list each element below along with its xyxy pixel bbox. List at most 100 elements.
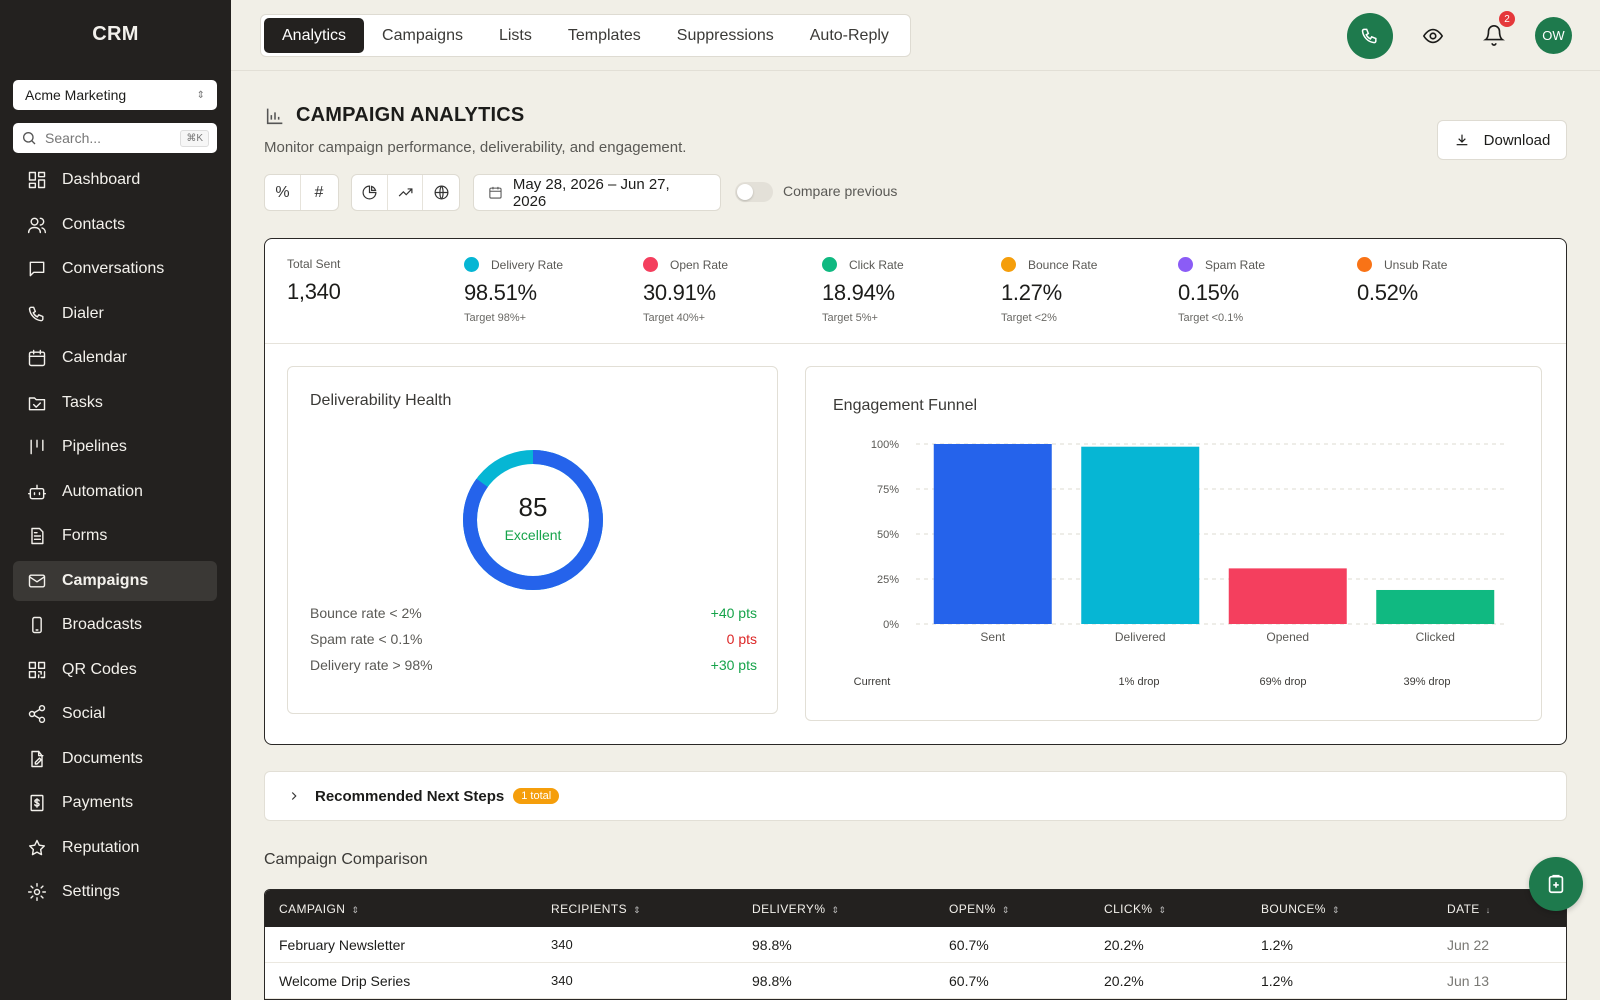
recommended-badge: 1 total	[513, 788, 560, 804]
kpi-color-dot	[464, 257, 479, 272]
column-header-open[interactable]: OPEN% ⇕	[949, 902, 1010, 916]
sidebar-item-label: Campaigns	[62, 571, 149, 589]
health-row: Delivery rate > 98% +30 pts	[310, 657, 757, 673]
column-header-delivery[interactable]: DELIVERY% ⇕	[752, 902, 839, 916]
table-cell: 98.8%	[752, 972, 792, 989]
pie-view-button[interactable]	[352, 175, 388, 210]
tab-auto-reply[interactable]: Auto-Reply	[809, 26, 889, 44]
clipboard-plus-icon	[1548, 874, 1564, 894]
table-cell: 340	[551, 937, 573, 952]
tab-lists[interactable]: Lists	[498, 26, 532, 44]
column-header-label: CAMPAIGN	[279, 901, 346, 916]
table-row[interactable]: Welcome Drip Series 340 98.8% 60.7% 20.2% 1.2…	[265, 963, 1566, 999]
x-tick-label: Opened	[1266, 630, 1309, 644]
percent-toggle[interactable]: %	[265, 175, 301, 210]
sidebar-item-documents[interactable]: Documents	[13, 739, 217, 779]
sort-icon: ⇕	[351, 904, 360, 915]
sort-icon: ⇕	[831, 904, 840, 915]
bell-icon	[1483, 25, 1505, 46]
sidebar-item-broadcasts[interactable]: Broadcasts	[13, 605, 217, 645]
sidebar-item-campaigns[interactable]: Campaigns	[13, 560, 217, 601]
sort-icon: ⇕	[1331, 904, 1340, 915]
table-row[interactable]: February Newsletter 340 98.8% 60.7% 20.2% 1.2…	[265, 927, 1566, 963]
trend-view-button[interactable]	[388, 175, 424, 210]
sidebar-item-label: Broadcasts	[62, 616, 143, 633]
column-header-click[interactable]: CLICK% ⇕	[1104, 902, 1166, 916]
kpi-color-dot	[1357, 257, 1372, 272]
clipboard-fab[interactable]	[1529, 857, 1583, 911]
download-label: Download	[1483, 131, 1551, 149]
sidebar-item-label: Payments	[62, 794, 134, 811]
sidebar-item-qr-codes[interactable]: QR Codes	[13, 650, 217, 690]
health-row: Bounce rate < 2% +40 pts	[310, 605, 757, 621]
column-header-label: DELIVERY%	[752, 901, 826, 916]
search-input[interactable]: Search... ⌘K	[13, 123, 217, 153]
preview-button[interactable]	[1419, 22, 1447, 50]
avatar[interactable]: OW	[1535, 17, 1572, 54]
sidebar-item-label: Contacts	[62, 215, 126, 233]
kpi-value: 1.27%	[1001, 280, 1062, 305]
sidebar-item-label: Settings	[62, 883, 120, 900]
tab-templates[interactable]: Templates	[567, 26, 641, 44]
sidebar-item-label: Reputation	[62, 838, 140, 856]
sidebar-item-pipelines[interactable]: Pipelines	[13, 427, 217, 467]
kpi-row: Total Sent 1,340 Delivery Rate 98.51% Target…	[265, 239, 1566, 344]
tab-bar: Analytics Campaigns Lists Templates Suppress…	[260, 14, 911, 57]
mail-icon	[27, 571, 47, 591]
column-header-recipients[interactable]: RECIPIENTS ⇕	[551, 902, 641, 916]
sidebar-item-label: Pipelines	[62, 438, 127, 455]
kpi-label: Total Sent	[287, 257, 341, 271]
sidebar-item-dashboard[interactable]: Dashboard	[13, 160, 217, 200]
sort-icon: ⇕	[1158, 904, 1167, 915]
tab-suppressions[interactable]: Suppressions	[676, 26, 774, 44]
sidebar-item-social[interactable]: Social	[13, 694, 217, 734]
kpi-label: Unsub Rate	[1357, 257, 1447, 272]
column-header-label: RECIPIENTS	[551, 901, 628, 916]
notifications-button[interactable]	[1480, 21, 1508, 49]
org-select[interactable]: Acme Marketing ⇕	[13, 80, 217, 110]
kpi-open-rate: Open Rate 30.91% Target 40%+	[643, 257, 728, 324]
kpi-label: Bounce Rate	[1001, 257, 1097, 272]
funnel-bar-opened	[1228, 568, 1347, 624]
compare-label: Compare previous	[783, 183, 898, 199]
sidebar-item-forms[interactable]: Forms	[13, 516, 217, 556]
geo-view-button[interactable]	[423, 175, 459, 210]
sidebar-item-automation[interactable]: Automation	[13, 472, 217, 512]
download-button[interactable]: Download	[1437, 120, 1567, 160]
kpi-target: Target 98%+	[464, 312, 527, 324]
call-button[interactable]	[1347, 13, 1393, 59]
column-header-bounce[interactable]: BOUNCE% ⇕	[1261, 902, 1340, 916]
column-header-date[interactable]: DATE ↓	[1447, 902, 1491, 916]
sidebar-item-tasks[interactable]: Tasks	[13, 383, 217, 423]
sidebar-item-conversations[interactable]: Conversations	[13, 249, 217, 289]
tab-analytics[interactable]: Analytics	[264, 18, 365, 53]
sidebar-item-settings[interactable]: Settings	[13, 872, 217, 912]
table-cell: Jun 13	[1447, 972, 1490, 989]
sidebar-item-calendar[interactable]: Calendar	[13, 338, 217, 378]
column-header-campaign[interactable]: CAMPAIGN ⇕	[279, 902, 359, 916]
funnel-bar-sent	[933, 444, 1052, 624]
mobile-icon	[27, 615, 47, 635]
receipt-icon	[27, 793, 47, 813]
sidebar-item-contacts[interactable]: Contacts	[13, 205, 217, 245]
sidebar-item-payments[interactable]: Payments	[13, 783, 217, 823]
table-body: February Newsletter 340 98.8% 60.7% 20.2% 1.2…	[265, 927, 1566, 999]
kpi-value: 98.51%	[464, 280, 537, 305]
recommended-steps-toggle[interactable]: Recommended Next Steps 1 total	[264, 771, 1567, 821]
kpi-click-rate: Click Rate 18.94% Target 5%+	[822, 257, 904, 324]
sidebar-item-dialer[interactable]: Dialer	[13, 294, 217, 334]
x-tick-label: Clicked	[1416, 630, 1455, 644]
kpi-value: 18.94%	[822, 280, 895, 305]
kpi-label: Open Rate	[643, 257, 728, 272]
tab-campaigns[interactable]: Campaigns	[382, 26, 463, 44]
count-toggle[interactable]: #	[314, 183, 324, 201]
deliverability-title: Deliverability Health	[310, 392, 452, 409]
folder-check-icon	[27, 393, 47, 413]
phone-icon	[1361, 28, 1377, 44]
health-row-label: Spam rate < 0.1%	[310, 631, 423, 647]
date-range-picker[interactable]: May 28, 2026 – Jun 27, 2026	[473, 174, 721, 211]
sidebar-item-reputation[interactable]: Reputation	[13, 828, 217, 868]
form-icon	[27, 526, 47, 546]
table-cell: Welcome Drip Series	[279, 972, 411, 989]
compare-toggle[interactable]	[735, 182, 773, 202]
